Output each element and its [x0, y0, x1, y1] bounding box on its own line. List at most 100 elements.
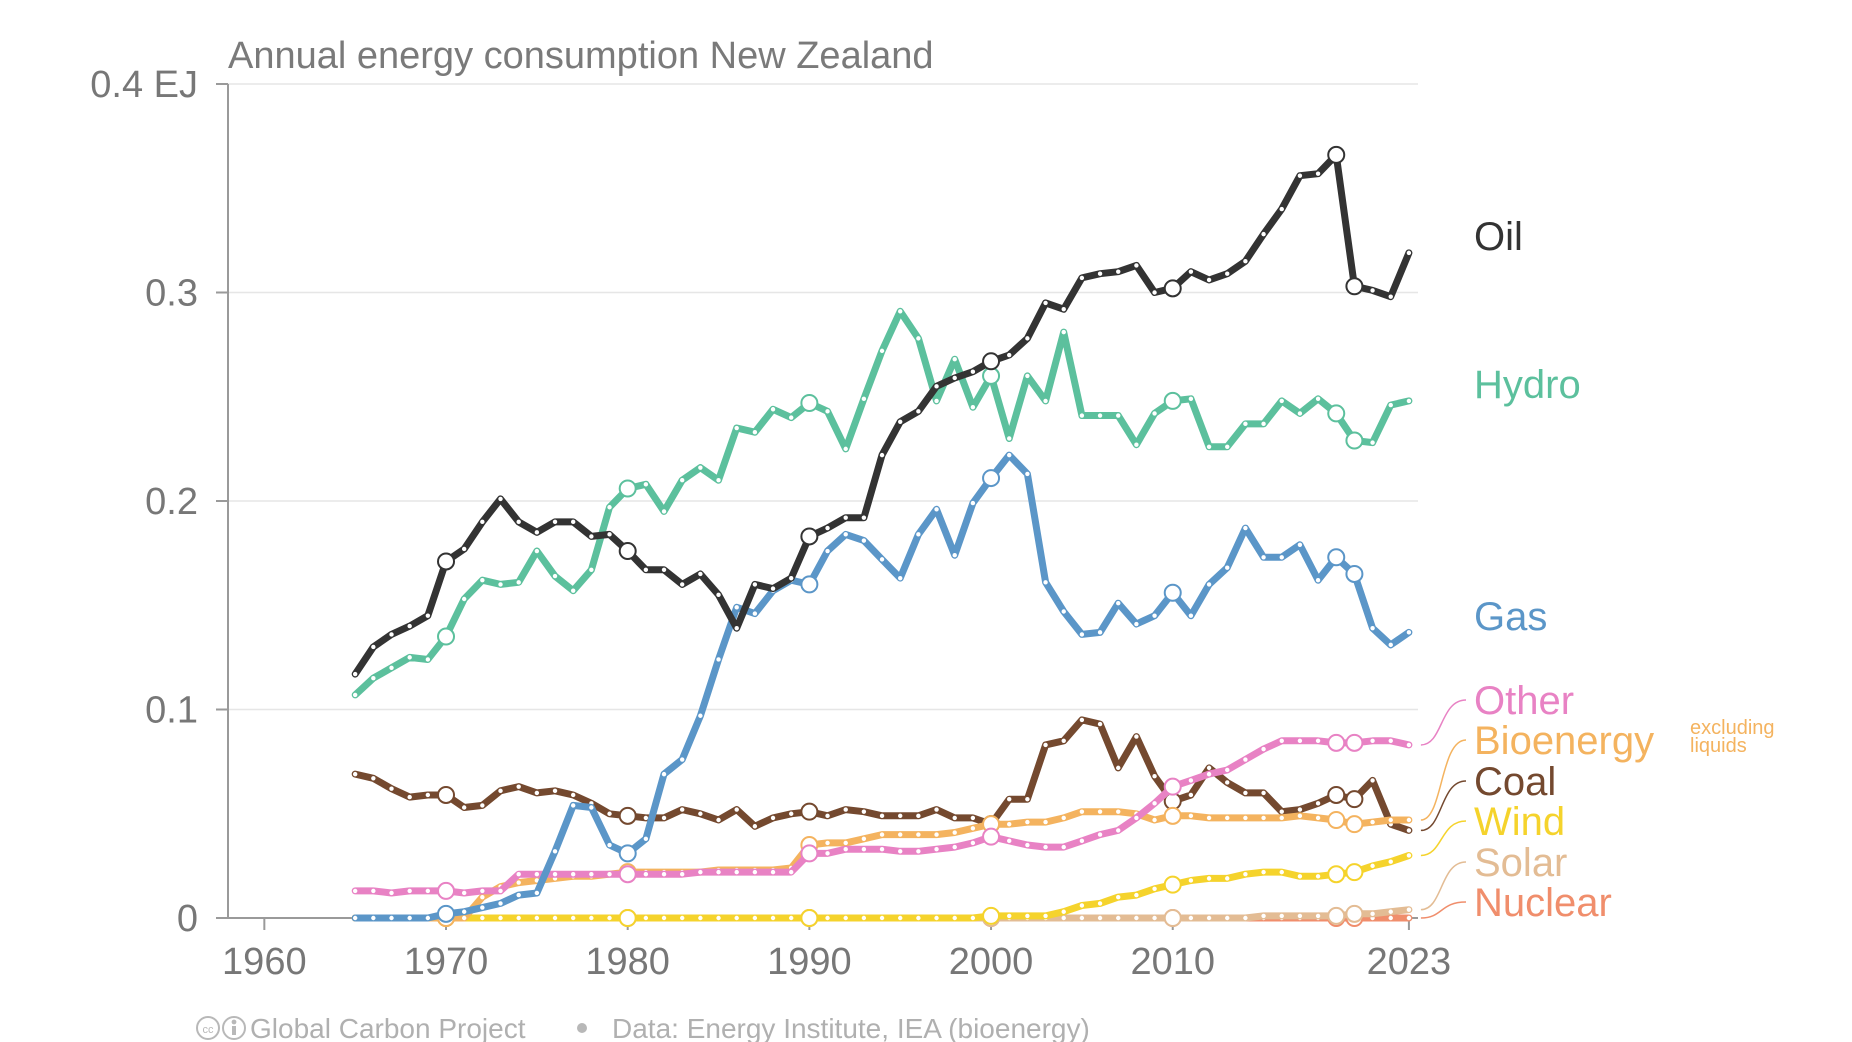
- series-label-solar: Solar: [1474, 841, 1567, 885]
- data-point: [800, 394, 819, 413]
- data-point: [534, 890, 540, 896]
- data-point: [1152, 411, 1157, 416]
- data-point: [698, 915, 703, 921]
- data-point: [861, 915, 867, 921]
- data-point: [1243, 259, 1248, 264]
- data-point: [1025, 336, 1030, 341]
- data-point: [1097, 721, 1103, 727]
- data-point: [1297, 411, 1303, 416]
- data-point: [716, 869, 721, 875]
- data-point: [843, 515, 848, 520]
- data-point: [1061, 329, 1066, 335]
- data-point: [734, 605, 739, 610]
- data-point: [1345, 863, 1364, 882]
- data-point: [1188, 813, 1194, 819]
- data-point: [1061, 815, 1066, 821]
- data-point: [1315, 874, 1321, 879]
- data-point: [643, 815, 649, 821]
- data-point: [1388, 915, 1393, 921]
- series-label-coal: Coal: [1474, 760, 1556, 804]
- data-point: [407, 623, 412, 629]
- label-connector: [1420, 739, 1467, 821]
- data-point: [1061, 306, 1066, 312]
- data-point: [1225, 271, 1230, 276]
- x-tick-label: 2010: [1130, 941, 1215, 983]
- data-point: [1345, 904, 1364, 923]
- data-point: [1327, 733, 1346, 752]
- series-label-oil: Oil: [1474, 215, 1523, 259]
- series-oil: [351, 145, 1413, 678]
- data-point: [643, 567, 649, 573]
- data-point: [534, 915, 540, 921]
- data-point: [1097, 630, 1103, 635]
- data-point: [1097, 413, 1103, 418]
- data-point: [898, 849, 903, 854]
- data-point: [1406, 828, 1412, 833]
- series-label-gas: Gas: [1474, 595, 1547, 639]
- data-point: [1225, 876, 1230, 881]
- data-point: [607, 505, 612, 510]
- data-point: [1261, 746, 1266, 752]
- data-point: [1152, 801, 1157, 806]
- data-point: [1061, 915, 1066, 921]
- data-point: [952, 815, 957, 821]
- data-point: [371, 888, 376, 894]
- data-point: [1243, 872, 1248, 877]
- data-point: [970, 500, 976, 506]
- data-point: [879, 813, 885, 819]
- data-point: [1406, 817, 1412, 823]
- series-hydro: [351, 307, 1413, 699]
- data-point: [916, 336, 921, 341]
- x-tick-label: 1970: [404, 941, 489, 983]
- data-point: [1370, 911, 1375, 917]
- data-point: [1188, 778, 1194, 783]
- data-point: [916, 849, 921, 854]
- data-point: [898, 575, 903, 581]
- data-point: [1061, 844, 1066, 850]
- data-point: [1279, 555, 1284, 560]
- data-point: [982, 906, 1001, 925]
- series-label-wind: Wind: [1474, 800, 1565, 844]
- data-point: [1163, 583, 1182, 602]
- data-point: [1007, 838, 1012, 844]
- series-line-hydro: [351, 307, 1413, 699]
- data-point: [589, 567, 594, 573]
- data-point: [679, 807, 685, 812]
- data-point: [898, 419, 903, 424]
- data-point: [1043, 844, 1048, 850]
- data-point: [1061, 609, 1066, 614]
- data-point: [1297, 913, 1303, 919]
- data-point: [661, 509, 667, 514]
- data-point: [752, 915, 758, 921]
- series-lines: [351, 145, 1413, 927]
- series-label-nuclear: Nuclear: [1474, 881, 1612, 925]
- data-point: [1297, 738, 1303, 743]
- data-point: [1225, 780, 1230, 785]
- data-point: [698, 713, 703, 718]
- data-point: [1188, 613, 1194, 618]
- data-point: [1388, 909, 1393, 914]
- data-point: [516, 580, 521, 585]
- footer-credit: Global Carbon Project: [250, 1013, 526, 1042]
- data-point: [800, 909, 819, 927]
- data-point: [1043, 300, 1048, 306]
- data-point: [1297, 807, 1303, 812]
- data-point: [1279, 869, 1284, 875]
- data-point: [789, 915, 794, 921]
- data-point: [898, 832, 903, 837]
- data-point: [916, 915, 921, 921]
- data-point: [1206, 771, 1212, 777]
- data-point: [934, 846, 939, 852]
- data-point: [461, 915, 467, 921]
- data-point: [1152, 817, 1157, 823]
- data-point: [1206, 765, 1212, 771]
- chart-title: Annual energy consumption New Zealand: [228, 35, 934, 77]
- data-point: [480, 888, 485, 894]
- x-tick-label: 1990: [767, 941, 852, 983]
- data-point: [1388, 817, 1393, 823]
- data-point: [916, 813, 921, 819]
- data-point: [480, 905, 485, 910]
- data-point: [1279, 398, 1284, 404]
- data-point: [1370, 440, 1375, 445]
- cc-icon: cc: [196, 1016, 220, 1040]
